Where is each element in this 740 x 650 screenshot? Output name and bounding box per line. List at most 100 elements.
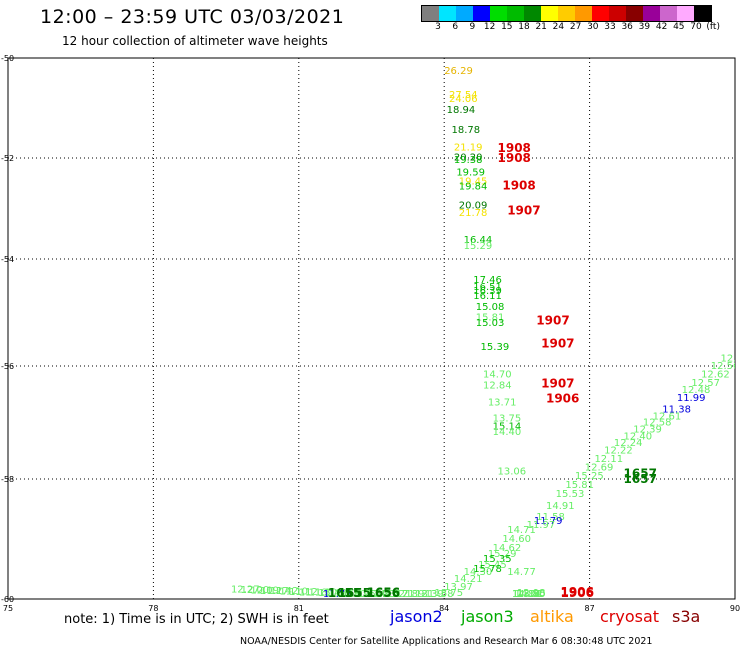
y-tick-label: -52 [1, 154, 14, 163]
track-label: 11.38 [662, 404, 691, 415]
track-label: 12.09 [250, 585, 279, 596]
track-label: 18.94 [447, 105, 476, 116]
color-scale-tick: 21 [535, 22, 547, 32]
y-tick-label: -50 [1, 54, 14, 63]
track-label: 15.35 [483, 554, 512, 565]
plot-frame [7, 57, 736, 600]
track-label: 1906 [561, 585, 594, 599]
color-swatch [507, 6, 524, 21]
track-label: 12.98 [517, 588, 546, 599]
track-label: 13.70 [517, 589, 546, 600]
track-label: 11.73 [323, 589, 352, 600]
track-label: 11.97 [527, 520, 556, 531]
x-tick-label: 90 [730, 604, 740, 613]
track-label: 15.81 [476, 313, 505, 324]
track-label: 13.06 [498, 466, 527, 477]
track-label: 12.27 [231, 585, 260, 596]
color-scale-tick: 70 [690, 22, 702, 32]
track-label: 11.30 [308, 588, 337, 599]
track-label: 1655 [328, 586, 361, 600]
track-label: 12.22 [604, 446, 633, 457]
color-scale-tick: 36 [621, 22, 633, 32]
color-scale-tick: 12 [483, 22, 496, 32]
track-label: 14.70 [483, 369, 512, 380]
track-label: 11.79 [534, 516, 563, 527]
track-label: 19.84 [459, 181, 488, 192]
color-swatch [694, 6, 711, 21]
track-label: 24.06 [449, 94, 478, 105]
track-label: 12.24 [614, 438, 643, 449]
track-label: 12.86 [517, 588, 546, 599]
track-label: 12.84 [483, 381, 512, 392]
color-scale-tick: 24 [552, 22, 565, 32]
track-label: 27.54 [449, 90, 478, 101]
color-swatch [524, 6, 541, 21]
x-tick-label: 75 [3, 604, 13, 613]
color-scale-unit: (ft) [706, 22, 720, 32]
color-swatch [609, 6, 626, 21]
color-swatch [643, 6, 660, 21]
track-label: 1906 [546, 392, 579, 406]
track-label: 1906 [561, 586, 594, 600]
track-label: 15.81 [565, 480, 594, 491]
satellite-legend-item: jason3 [461, 607, 514, 626]
color-scale-tick: 39 [638, 22, 651, 32]
track-label: 1908 [502, 178, 535, 192]
track-label: 16.44 [464, 235, 493, 246]
track-label: 14.77 [507, 567, 536, 578]
track-label: 12.39 [633, 425, 662, 436]
track-label: 15.03 [476, 318, 505, 329]
color-scale-bar [421, 5, 712, 22]
track-label: 13.21 [405, 589, 434, 600]
color-scale-tick: 15 [501, 22, 513, 32]
track-label: 14.84 [512, 589, 541, 600]
color-scale-tick: 45 [673, 22, 685, 32]
track-label: 19.45 [459, 176, 488, 187]
track-label: 14.60 [502, 534, 531, 545]
color-swatch [592, 6, 609, 21]
track-label: 11.60 [328, 588, 357, 599]
track-label: 12.62 [701, 369, 730, 380]
x-tick-label: 87 [585, 604, 595, 613]
track-label: 14.21 [454, 574, 483, 585]
track-label: 1655 [338, 586, 371, 600]
satellite-legend-item: altika [530, 607, 574, 626]
color-scale-tick: 6 [452, 22, 459, 32]
track-label: 20.20 [454, 153, 483, 164]
track-label: 16.51 [473, 282, 502, 293]
track-label: 12.11 [594, 454, 623, 465]
color-swatch [473, 6, 490, 21]
satellite-legend-item: cryosat [600, 607, 660, 626]
x-tick-label: 78 [148, 604, 158, 613]
track-label: 12.71 [386, 589, 415, 600]
chart-title: 12:00 – 23:59 UTC 03/03/2021 [40, 6, 345, 28]
track-label: 19.38 [454, 155, 483, 166]
track-label: 13.58 [425, 589, 454, 600]
track-label: 15.53 [556, 489, 585, 500]
track-label: 14.71 [507, 525, 536, 536]
track-label: 12.52 [376, 589, 405, 600]
track-label: 1907 [507, 204, 540, 218]
track-label: 20.09 [459, 201, 488, 212]
track-label: 1907 [536, 313, 569, 327]
color-scale-tick: 27 [569, 22, 582, 32]
track-label: 12.14 [357, 589, 386, 600]
color-swatch [541, 6, 558, 21]
color-swatch [660, 6, 677, 21]
track-label: 11.18 [299, 587, 328, 598]
color-scale-tick: 9 [469, 22, 476, 32]
track-label: 11.99 [677, 393, 706, 404]
track-label: 12.57 [691, 378, 720, 389]
track-label: 15.29 [488, 549, 517, 560]
track-label: 1908 [498, 141, 531, 155]
track-label: 14.21 [514, 589, 543, 600]
color-swatch [558, 6, 575, 21]
y-tick-label: -54 [1, 255, 14, 264]
x-tick-label: 84 [439, 604, 449, 613]
chart-subtitle: 12 hour collection of altimeter wave hei… [62, 34, 328, 48]
track-label: 15.39 [481, 342, 510, 353]
track-label: 1907 [541, 376, 574, 390]
track-label: 12.89 [396, 589, 425, 600]
track-label: 14.91 [546, 501, 575, 512]
track-label: 11.58 [536, 512, 565, 523]
